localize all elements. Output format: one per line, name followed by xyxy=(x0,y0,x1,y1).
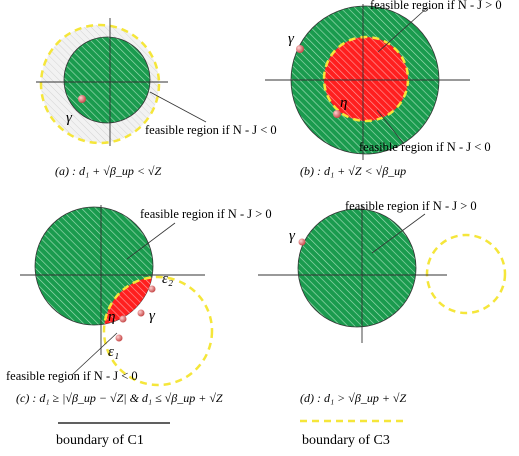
panel-a-gamma-label: γ xyxy=(66,110,73,126)
panel-d-pointer xyxy=(371,213,426,254)
panel-c-point-eps1 xyxy=(115,334,123,342)
panel-c-region-label-top: feasible region if N - J > 0 xyxy=(140,207,272,221)
panel-c-point-gamma xyxy=(137,309,145,317)
panel-b-gamma-label: γ xyxy=(288,31,295,47)
panel-c-eps1-label: ε₁ xyxy=(108,344,119,360)
panel-c-eta-label: η xyxy=(108,309,115,325)
panel-d-region-label-top: feasible region if N - J > 0 xyxy=(345,199,477,213)
panel-c-gamma-label: γ xyxy=(149,308,156,324)
legend-c3-label: boundary of C3 xyxy=(302,433,390,448)
panel-c-boundary-c3 xyxy=(102,275,214,387)
panel-b-point-gamma xyxy=(296,45,304,53)
panel-c: ε₂ γ η ε₁ feasible region if N - J > 0 f… xyxy=(6,205,272,448)
panel-b-pointer-bottom xyxy=(376,109,405,145)
panel-a-pointer xyxy=(149,91,207,123)
legend-c1-label: boundary of C1 xyxy=(56,433,144,448)
panel-c-eps2-label: ε₂ xyxy=(162,271,173,287)
panel-b-region-label-bottom: feasible region if N - J < 0 xyxy=(359,140,491,154)
panel-c-region-label-bottom: feasible region if N - J < 0 xyxy=(6,369,138,383)
panel-d-point-gamma xyxy=(298,238,306,246)
panel-b-boundary-c3 xyxy=(322,35,410,123)
panel-a-boundary-c3 xyxy=(39,23,161,145)
panel-d-gamma-label: γ xyxy=(289,228,296,244)
panel-a-point-gamma xyxy=(78,95,86,103)
panel-a-caption: (a) : d₁ + √β_up < √Z xyxy=(55,164,162,178)
panel-d-caption: (d) : d₁ > √β_up + √Z xyxy=(300,391,407,405)
panel-b-caption: (b) : d₁ + √Z < √β_up xyxy=(300,164,406,178)
panel-b-region-label-top: feasible region if N - J > 0 xyxy=(370,0,502,12)
panel-a-green-disk xyxy=(63,36,151,124)
panel-a: γ feasible region if N - J < 0 (a) : d₁ … xyxy=(36,18,277,178)
panel-b-eta-label: η xyxy=(340,95,347,111)
panel-b-point-eta xyxy=(333,110,341,118)
panel-d-boundary-c3 xyxy=(425,233,507,315)
panel-c-pointer-bottom xyxy=(71,332,118,376)
panel-c-pointer-top xyxy=(126,222,176,260)
panel-a-region-label: feasible region if N - J < 0 xyxy=(145,123,277,137)
panel-c-point-eta xyxy=(119,315,127,323)
panel-b: γ η feasible region if N - J > 0 feasibl… xyxy=(265,0,502,178)
panel-c-red-lens xyxy=(104,277,153,325)
panel-c-point-eps2 xyxy=(148,285,156,293)
panel-b-pointer-top xyxy=(377,6,429,53)
panel-c-caption: (c) : d₁ ≥ |√β_up − √Z| & d₁ ≤ √β_up + √… xyxy=(16,391,223,405)
panel-d: γ feasible region if N - J > 0 (d) : d₁ … xyxy=(258,199,507,448)
panel-b-red-disk xyxy=(324,37,408,121)
panel-d-green-disk xyxy=(297,208,417,328)
